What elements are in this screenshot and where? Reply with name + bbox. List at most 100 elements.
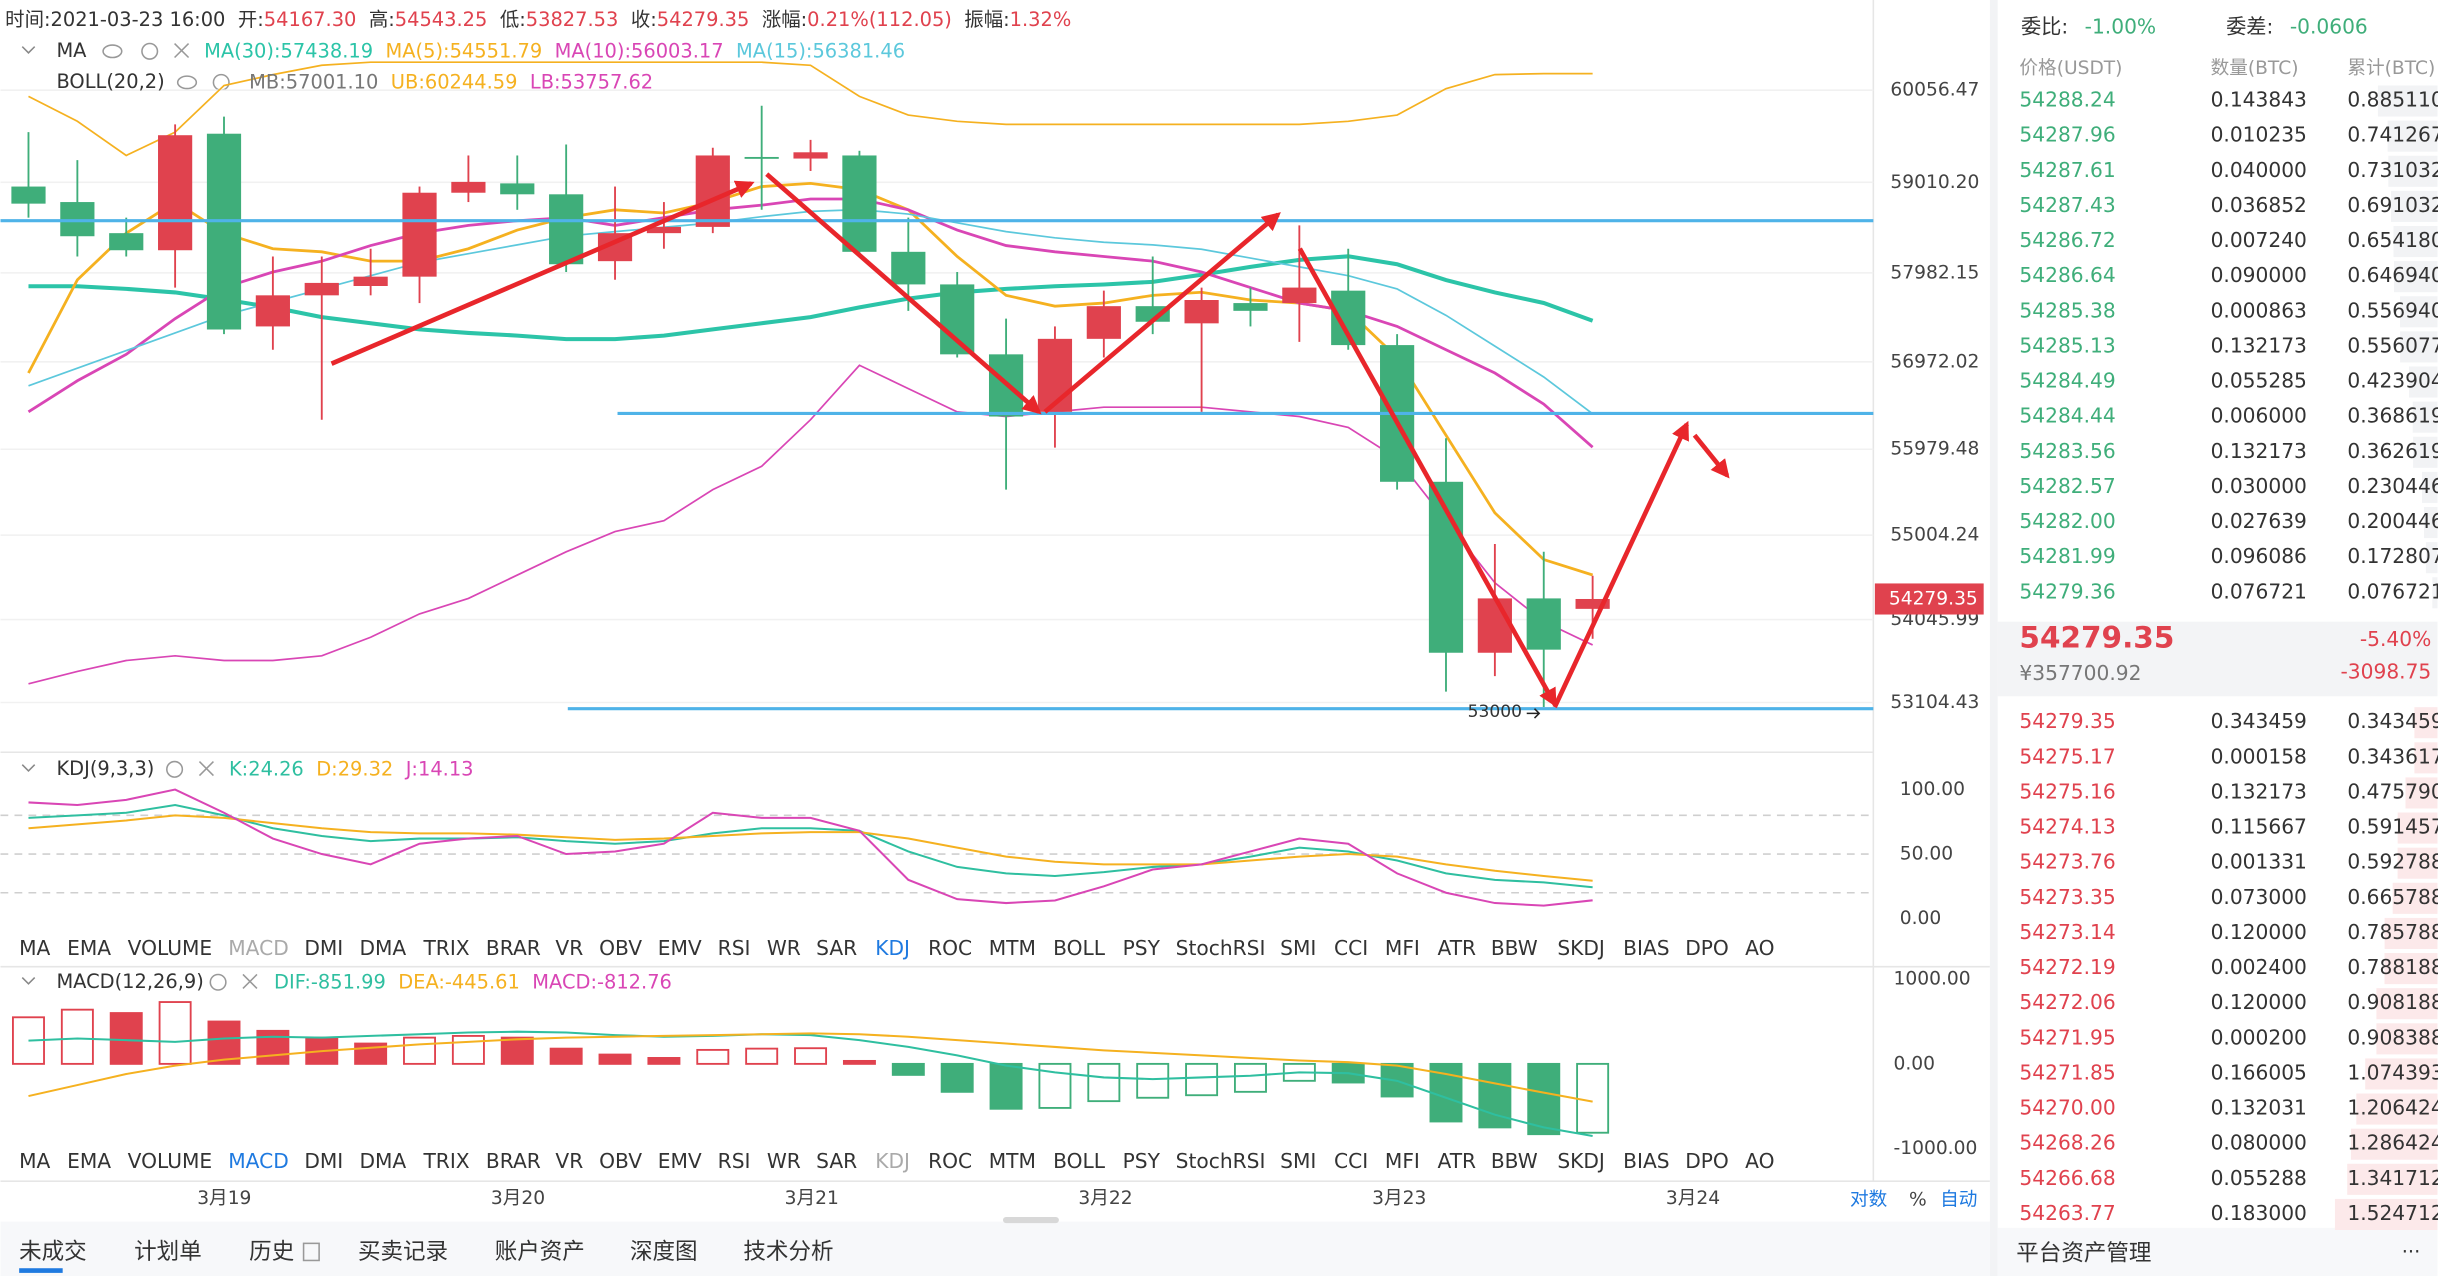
order-cell: 0.036852 bbox=[2211, 193, 2307, 217]
indicator-tab[interactable]: VR bbox=[555, 936, 583, 960]
indicator-tab[interactable]: DPO bbox=[1685, 1149, 1729, 1173]
indicator-tab[interactable]: BRAR bbox=[486, 936, 541, 960]
indicator-tab[interactable]: PSY bbox=[1123, 1149, 1161, 1173]
indicator-tab[interactable]: RSI bbox=[718, 1149, 751, 1173]
y-tick-label: 60056.47 bbox=[1890, 80, 1979, 101]
indicator-tab[interactable]: BOLL bbox=[1053, 1149, 1106, 1173]
indicator-tab[interactable]: DMA bbox=[359, 936, 406, 960]
indicator-tab[interactable]: PSY bbox=[1123, 936, 1161, 960]
bottom-tab[interactable]: 账户资产 bbox=[495, 1239, 585, 1265]
indicator-tab[interactable]: MTM bbox=[989, 936, 1036, 960]
indicator-tab[interactable]: BIAS bbox=[1623, 1149, 1669, 1173]
indicator-tab[interactable]: DPO bbox=[1685, 936, 1729, 960]
indicator-tab[interactable]: BIAS bbox=[1623, 936, 1669, 960]
bottom-tab[interactable]: 技术分析 bbox=[743, 1239, 833, 1265]
collapse-icon[interactable] bbox=[21, 46, 36, 54]
indicator-tab[interactable]: KDJ bbox=[875, 1149, 910, 1173]
eye-icon[interactable] bbox=[102, 44, 123, 59]
indicator-tab[interactable]: OBV bbox=[599, 936, 642, 960]
indicator-line bbox=[28, 364, 1593, 685]
indicator-tab[interactable]: SMI bbox=[1280, 1149, 1316, 1173]
indicator-tab[interactable]: TRIX bbox=[422, 936, 469, 960]
indicator-tab[interactable]: ATR bbox=[1437, 936, 1476, 960]
indicator-tab[interactable]: MTM bbox=[989, 1149, 1036, 1173]
indicator-tab[interactable]: EMV bbox=[658, 1149, 702, 1173]
indicator-tab[interactable]: StochRSI bbox=[1176, 936, 1266, 960]
depth-bar bbox=[2377, 85, 2438, 117]
bottom-tab[interactable]: 深度图 bbox=[630, 1239, 698, 1265]
close-icon[interactable] bbox=[198, 761, 214, 777]
order-cell: 0.120000 bbox=[2211, 920, 2307, 944]
bottom-tab[interactable]: 买卖记录 bbox=[358, 1239, 448, 1265]
candle-body bbox=[793, 152, 828, 159]
indicator-tab[interactable]: VOLUME bbox=[128, 936, 213, 960]
indicator-tab[interactable]: AO bbox=[1745, 936, 1774, 960]
collapse-icon[interactable] bbox=[21, 977, 36, 985]
indicator-tab[interactable]: MFI bbox=[1385, 1149, 1420, 1173]
indicator-tab[interactable]: SKDJ bbox=[1557, 936, 1605, 960]
indicator-tab[interactable]: MFI bbox=[1385, 936, 1420, 960]
indicator-tab[interactable]: WR bbox=[767, 936, 801, 960]
gear-icon[interactable] bbox=[141, 42, 159, 60]
indicator-tab[interactable]: DMI bbox=[304, 1149, 343, 1173]
right-footer[interactable]: 平台资产管理 bbox=[2016, 1241, 2151, 1267]
column-header: 累计(BTC) bbox=[2347, 58, 2435, 79]
indicator-tab[interactable]: EMV bbox=[658, 936, 702, 960]
axis-option[interactable]: % bbox=[1909, 1189, 1927, 1210]
order-cell: 54287.96 bbox=[2019, 123, 2115, 147]
indicator-tab[interactable]: ROC bbox=[928, 1149, 972, 1173]
indicator-tab[interactable]: DMA bbox=[359, 1149, 406, 1173]
resize-handle[interactable] bbox=[1002, 1216, 1059, 1224]
indicator-tab[interactable]: TRIX bbox=[422, 1149, 469, 1173]
gear-icon[interactable] bbox=[166, 760, 184, 778]
order-cell: 0.132031 bbox=[2211, 1096, 2307, 1120]
more-icon[interactable]: ··· bbox=[2402, 1240, 2421, 1263]
collapse-icon[interactable] bbox=[21, 764, 36, 772]
indicator-tab[interactable]: ATR bbox=[1437, 1149, 1476, 1173]
axis-option[interactable]: 对数 bbox=[1850, 1189, 1888, 1210]
eye-icon[interactable] bbox=[176, 75, 198, 90]
indicator-tab[interactable]: EMA bbox=[67, 1149, 111, 1173]
indicator-tab[interactable]: OBV bbox=[599, 1149, 642, 1173]
plot-layer bbox=[0, 61, 1874, 1138]
indicator-tab[interactable]: MACD bbox=[228, 936, 289, 960]
mid-change: -5.40% bbox=[2360, 627, 2431, 651]
indicator-tab[interactable]: DMI bbox=[304, 936, 343, 960]
bottom-tab[interactable]: 未成交 bbox=[19, 1239, 87, 1265]
indicator-tab[interactable]: RSI bbox=[718, 936, 751, 960]
indicator-tab[interactable]: BOLL bbox=[1053, 936, 1106, 960]
close-icon[interactable] bbox=[174, 42, 190, 59]
indicator-tab[interactable]: ROC bbox=[928, 936, 972, 960]
gear-icon[interactable] bbox=[209, 973, 227, 991]
indicator-tab[interactable]: EMA bbox=[67, 936, 111, 960]
axis-option[interactable]: 自动 bbox=[1940, 1189, 1977, 1210]
indicator-tab[interactable]: MA bbox=[19, 1149, 50, 1173]
indicator-tab[interactable]: KDJ bbox=[875, 936, 910, 960]
indicator-tab[interactable]: BBW bbox=[1491, 1149, 1538, 1173]
indicator-tab[interactable]: CCI bbox=[1334, 936, 1368, 960]
indicator-tab[interactable]: VOLUME bbox=[128, 1149, 213, 1173]
x-tick-label: 3月19 bbox=[197, 1188, 251, 1209]
indicator-tab[interactable]: BBW bbox=[1491, 936, 1538, 960]
bottom-tab[interactable]: 计划单 bbox=[134, 1239, 202, 1265]
indicator-tab[interactable]: SAR bbox=[816, 1149, 857, 1173]
indicator-tab[interactable]: SMI bbox=[1280, 936, 1316, 960]
indicator-tab[interactable]: MACD bbox=[228, 1149, 289, 1173]
indicator-tab[interactable]: SAR bbox=[816, 936, 857, 960]
y-tick-label: 56972.02 bbox=[1890, 351, 1979, 372]
indicator-tab[interactable]: StochRSI bbox=[1176, 1149, 1266, 1173]
indicator-tab[interactable]: WR bbox=[767, 1149, 801, 1173]
indicator-tab[interactable]: CCI bbox=[1334, 1149, 1368, 1173]
indicator-tab[interactable]: AO bbox=[1745, 1149, 1774, 1173]
indicator-tab[interactable]: SKDJ bbox=[1557, 1149, 1605, 1173]
indicator-tab[interactable]: MA bbox=[19, 936, 50, 960]
header-label: 振幅: bbox=[964, 8, 1009, 31]
order-cell: 0.665788 bbox=[2347, 885, 2438, 909]
y-tick-label: -1000.00 bbox=[1894, 1138, 1978, 1159]
bottom-tab[interactable]: 历史 bbox=[249, 1239, 294, 1265]
indicator-tab[interactable]: BRAR bbox=[486, 1149, 541, 1173]
indicator-tab[interactable]: VR bbox=[555, 1149, 583, 1173]
order-cell: 54281.99 bbox=[2019, 544, 2115, 568]
close-icon[interactable] bbox=[242, 973, 258, 990]
order-cell: 0.010235 bbox=[2211, 123, 2307, 147]
